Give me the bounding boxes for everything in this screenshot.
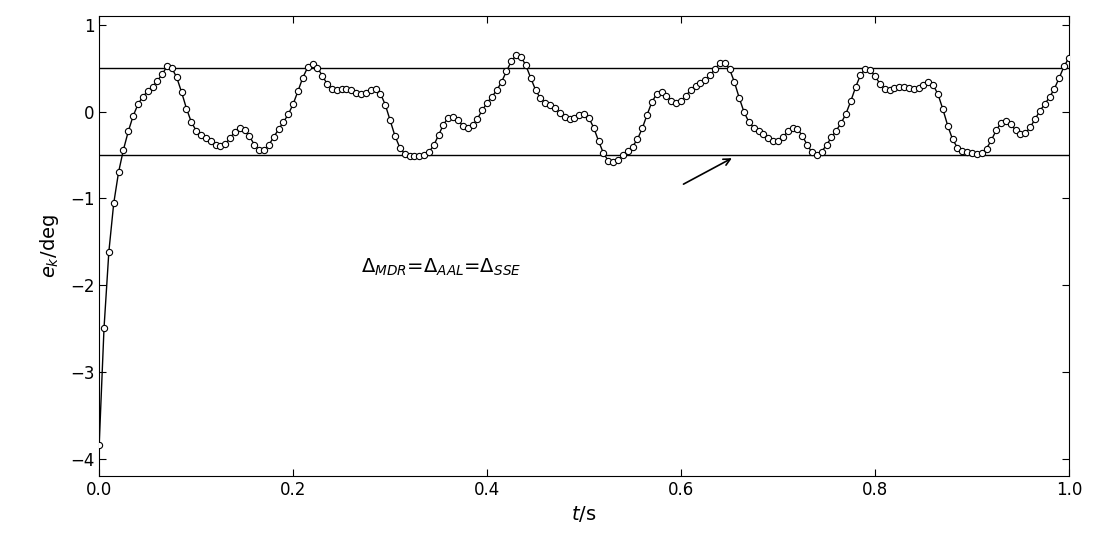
Y-axis label: $e_k$/deg: $e_k$/deg — [39, 214, 62, 278]
X-axis label: $t$/s: $t$/s — [571, 504, 597, 525]
Text: $\Delta_{MDR}$=$\Delta_{AAL}$=$\Delta_{SSE}$: $\Delta_{MDR}$=$\Delta_{AAL}$=$\Delta_{S… — [361, 257, 521, 278]
